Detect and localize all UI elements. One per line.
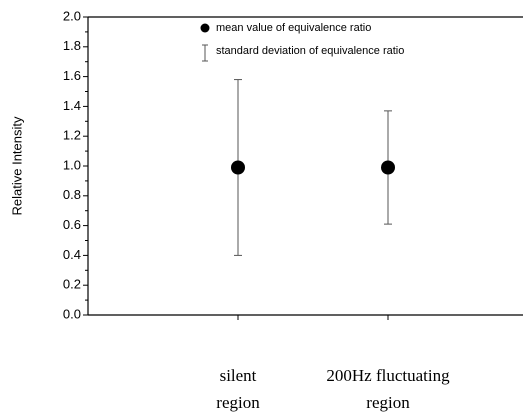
y-tick-label: 0.2 xyxy=(63,277,81,292)
legend-label: standard deviation of equivalence ratio xyxy=(216,45,404,57)
y-tick-label: 0.8 xyxy=(63,187,81,202)
y-tick-label: 1.0 xyxy=(63,157,81,172)
y-tick-label: 2.0 xyxy=(63,8,81,23)
y-tick-label: 1.8 xyxy=(63,38,81,53)
y-axis-label: Relative Intensity xyxy=(9,116,24,215)
y-tick-label: 1.4 xyxy=(63,98,81,113)
y-tick-label: 1.2 xyxy=(63,128,81,143)
y-tick-label: 0.4 xyxy=(63,247,81,262)
mean-point xyxy=(381,160,395,175)
x-tick-label: region xyxy=(366,393,410,412)
x-tick-label: silent xyxy=(220,366,257,385)
y-tick-label: 1.6 xyxy=(63,68,81,83)
y-tick-label: 0.6 xyxy=(63,217,81,232)
legend-label: mean value of equivalence ratio xyxy=(216,22,371,34)
mean-point xyxy=(231,160,245,175)
y-tick-label: 0.0 xyxy=(63,306,81,321)
legend-marker xyxy=(200,23,210,33)
x-tick-label: 200Hz fluctuating xyxy=(326,366,450,385)
x-tick-label: region xyxy=(216,393,260,412)
